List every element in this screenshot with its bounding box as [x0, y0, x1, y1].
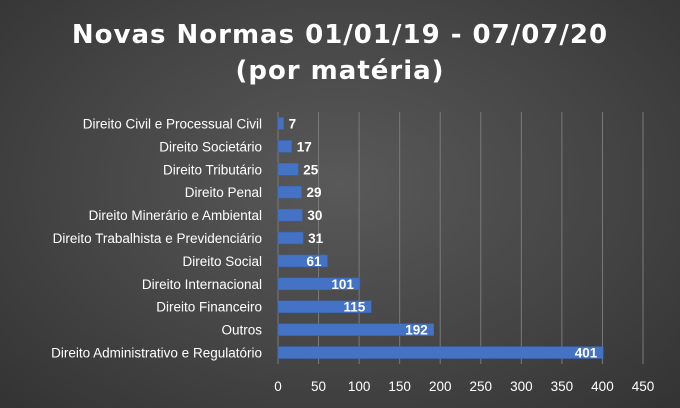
category-label: Direito Financeiro	[156, 300, 262, 315]
value-label: 7	[289, 116, 297, 131]
x-tick-label: 0	[274, 379, 282, 394]
bar	[277, 254, 328, 268]
bar	[277, 346, 604, 359]
value-label: 61	[306, 254, 322, 269]
bar	[277, 323, 434, 336]
value-label: 401	[575, 346, 598, 361]
x-tick-label: 100	[348, 379, 371, 394]
value-label: 25	[303, 162, 319, 177]
category-label: Direito Trabalhista e Previdenciário	[53, 231, 262, 246]
chart-title: Novas Normas 01/01/19 - 07/07/20	[71, 20, 609, 50]
category-label: Direito Penal	[185, 185, 262, 200]
bar	[277, 163, 299, 176]
category-label: Direito Internacional	[142, 277, 262, 292]
category-label: Direito Social	[182, 254, 262, 269]
value-label: 115	[343, 300, 365, 315]
bar	[277, 300, 372, 313]
bar	[277, 185, 302, 199]
value-label: 30	[307, 208, 322, 223]
x-tick-label: 150	[388, 379, 411, 394]
bar	[277, 208, 303, 222]
labels: 0 50 100 150 200 250 300 350 400 450 Direito Civil…	[51, 116, 654, 394]
category-label: Direito Societário	[159, 139, 262, 154]
bars	[277, 117, 604, 359]
value-label: 31	[308, 231, 324, 246]
category-label: Outros	[221, 323, 262, 338]
chart-subtitle: (por matéria)	[235, 56, 445, 86]
x-tick-label: 300	[510, 379, 533, 394]
value-label: 17	[297, 139, 312, 154]
x-tick-label: 250	[470, 379, 493, 394]
category-label: Direito Administrativo e Regulatório	[51, 346, 262, 361]
category-label: Direito Tributário	[163, 162, 262, 177]
value-label: 192	[405, 323, 428, 338]
x-tick-label: 350	[551, 379, 574, 394]
bar	[277, 117, 284, 130]
x-tick-label: 450	[632, 379, 655, 394]
value-label: 101	[331, 277, 354, 292]
category-label: Direito Civil e Processual Civil	[83, 116, 262, 131]
x-tick-label: 200	[429, 379, 452, 394]
category-label: Direito Minerário e Ambiental	[89, 208, 262, 223]
x-tick-label: 400	[591, 379, 614, 394]
bar	[277, 140, 293, 153]
value-label: 29	[307, 185, 322, 200]
x-tick-label: 50	[311, 379, 326, 394]
bar	[277, 231, 304, 245]
grid-lines	[277, 112, 644, 364]
bar	[277, 277, 361, 291]
